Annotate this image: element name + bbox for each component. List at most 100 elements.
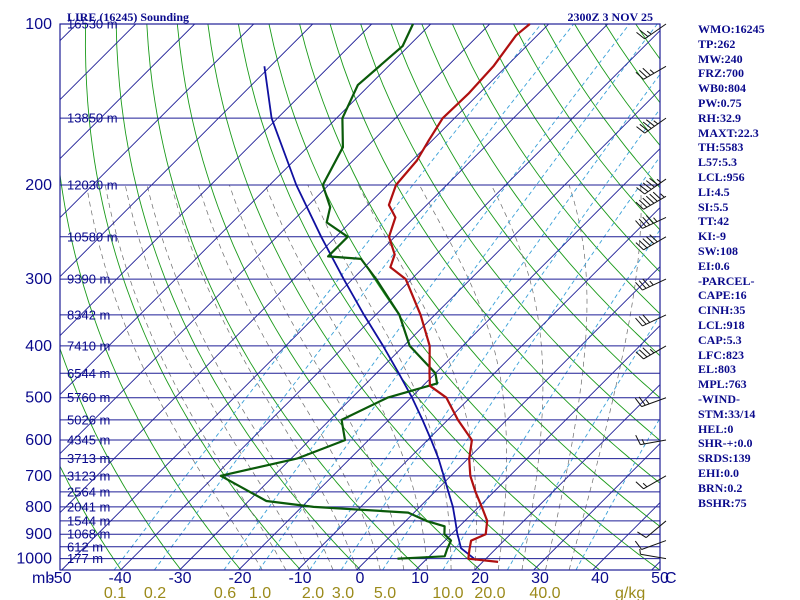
wind-barb-flag bbox=[636, 126, 646, 134]
isotherm bbox=[60, 24, 195, 160]
dry-adiabat bbox=[482, 24, 660, 273]
height-label: 1068 m bbox=[67, 527, 110, 542]
height-label: 13850 m bbox=[67, 111, 118, 126]
isotherm bbox=[60, 24, 372, 337]
wind-barb-flag bbox=[635, 220, 643, 229]
index-item: FRZ:700 bbox=[698, 66, 744, 81]
moist-adiabat bbox=[490, 184, 544, 570]
height-label: 7410 m bbox=[67, 338, 110, 353]
profile-lines bbox=[219, 23, 531, 563]
wind-barb-staff bbox=[644, 117, 667, 134]
temperature-unit-label: C bbox=[665, 570, 677, 587]
index-item: -WIND- bbox=[698, 391, 740, 406]
wind-barb-flag bbox=[638, 218, 647, 228]
pressure-tick-label: 1000 bbox=[16, 551, 52, 568]
mixing-ratio-label: 3.0 bbox=[332, 585, 354, 600]
pressure-tick-label: 900 bbox=[25, 526, 52, 543]
isotherm bbox=[60, 24, 549, 514]
mixing-ratio-label: 1.0 bbox=[249, 585, 271, 600]
moist-adiabat bbox=[146, 184, 334, 570]
wind-barb-flag bbox=[642, 238, 651, 247]
wind-barb-halfflag bbox=[653, 120, 659, 125]
wind-barb-staff bbox=[642, 216, 667, 229]
wind-barb-flag bbox=[638, 240, 648, 249]
index-item: STM:33/14 bbox=[698, 406, 756, 421]
mixing-ratio-line bbox=[153, 24, 575, 570]
wind-barb-staff bbox=[640, 439, 667, 446]
moist-adiabat bbox=[545, 184, 588, 570]
wind-barb-flag bbox=[652, 191, 662, 200]
height-label: 177 m bbox=[67, 551, 103, 566]
moist-adiabat bbox=[86, 184, 263, 570]
index-item: WB0:804 bbox=[698, 81, 746, 96]
wind-barb-halfflag bbox=[639, 548, 641, 555]
isotherm bbox=[356, 266, 660, 570]
index-item: L57:5.3 bbox=[698, 155, 737, 170]
index-item: TP:262 bbox=[698, 36, 736, 51]
index-item: HEL:0 bbox=[698, 421, 734, 436]
index-item: LCL:918 bbox=[698, 317, 745, 332]
wind-barbs bbox=[634, 23, 667, 560]
wind-barb-flag bbox=[645, 180, 655, 188]
wind-barb-flag bbox=[636, 32, 646, 40]
wind-barb-flag bbox=[642, 278, 651, 288]
height-label: 4345 m bbox=[67, 433, 110, 448]
index-item: -PARCEL- bbox=[698, 273, 755, 288]
index-item: EHI:0.0 bbox=[698, 465, 740, 480]
wind-barb-flag bbox=[642, 67, 651, 76]
wind-barb-flag bbox=[649, 177, 659, 186]
wind-barb-halfflag bbox=[645, 399, 650, 405]
temperature-tick-label: -50 bbox=[48, 570, 71, 587]
index-item: BSHR:75 bbox=[698, 495, 747, 510]
height-label: 12030 m bbox=[67, 178, 118, 193]
moist-adiabat bbox=[124, 184, 310, 570]
pressure-unit-label: mb bbox=[32, 570, 54, 587]
height-label: 2041 m bbox=[67, 499, 110, 514]
wind-barb-flag bbox=[639, 29, 649, 37]
mixing-ratio-line bbox=[223, 24, 630, 570]
wind-barb-halfflag bbox=[646, 30, 652, 35]
wind-barb-flag bbox=[645, 236, 655, 245]
wind-barb-staff bbox=[643, 236, 667, 251]
wind-barb-flag bbox=[639, 184, 649, 193]
dry-adiabat bbox=[146, 24, 421, 570]
moist-adiabat bbox=[170, 184, 358, 570]
dry-adiabat bbox=[299, 24, 660, 528]
moist-adiabat bbox=[358, 184, 477, 570]
height-label: 2564 m bbox=[67, 484, 110, 499]
index-item: CINH:35 bbox=[698, 303, 746, 318]
wind-barb-staff bbox=[643, 65, 667, 80]
wind-barb-staff bbox=[642, 314, 667, 327]
index-item: MW:240 bbox=[698, 51, 743, 66]
wind-barb-flag bbox=[635, 481, 644, 490]
temperature-tick-label: -20 bbox=[228, 570, 251, 587]
dry-adiabat bbox=[451, 24, 660, 315]
temperature-tick-label: 30 bbox=[531, 570, 549, 587]
mixing-ratio-line bbox=[258, 24, 658, 570]
height-label: 8342 m bbox=[67, 307, 110, 322]
height-label: 9390 m bbox=[67, 272, 110, 287]
wind-barb-halfflag bbox=[642, 482, 648, 488]
mixing-ratio-unit-label: g/kg bbox=[615, 585, 645, 600]
mixing-ratio-line bbox=[507, 314, 660, 570]
dry-adiabat bbox=[176, 24, 481, 570]
index-item: MPL:763 bbox=[698, 377, 747, 392]
index-item: SI:5.5 bbox=[698, 199, 729, 214]
wind-barb-flag bbox=[642, 347, 651, 356]
index-item: LFC:823 bbox=[698, 347, 744, 362]
wind-barb-flag bbox=[635, 434, 641, 445]
wind-barb-halfflag bbox=[641, 438, 645, 445]
moist-adiabat bbox=[229, 184, 405, 570]
moist-adiabat bbox=[568, 184, 642, 570]
pressure-tick-label: 700 bbox=[25, 468, 52, 485]
moist-adiabat bbox=[104, 184, 287, 570]
wind-barb-halfflag bbox=[656, 178, 662, 183]
moist-adiabat bbox=[419, 184, 507, 570]
index-item: LCL:956 bbox=[698, 169, 745, 184]
wind-barb-flag bbox=[635, 351, 644, 360]
dry-adiabat bbox=[237, 24, 601, 570]
pressure-tick-label: 800 bbox=[25, 499, 52, 516]
index-item: LI:4.5 bbox=[698, 184, 730, 199]
wind-barb-flag bbox=[642, 182, 652, 190]
